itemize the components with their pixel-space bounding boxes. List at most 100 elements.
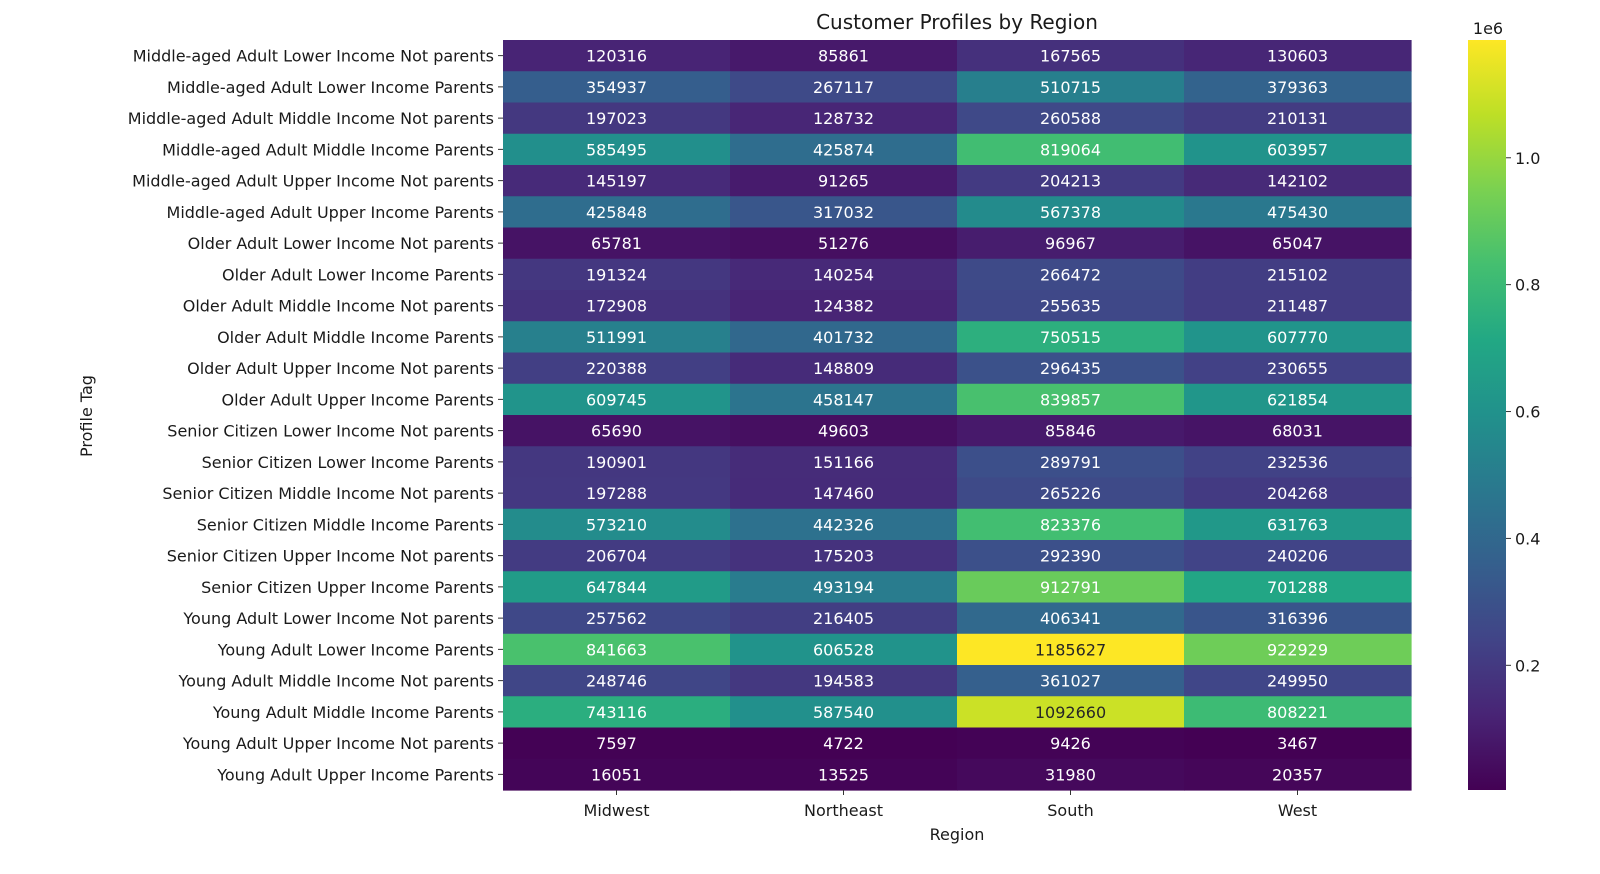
cell-value-label: 587540 bbox=[813, 703, 874, 722]
cell-value-label: 65047 bbox=[1272, 234, 1323, 253]
heatmap-cell bbox=[503, 227, 731, 260]
y-tick-label: Young Adult Middle Income Parents bbox=[212, 703, 494, 722]
heatmap-cell bbox=[957, 415, 1185, 447]
heatmap-cell bbox=[1184, 633, 1412, 666]
heatmap-cell bbox=[957, 165, 1185, 197]
heatmap-cell bbox=[1184, 102, 1412, 135]
cell-value-label: 265226 bbox=[1040, 484, 1101, 503]
heatmap-cell bbox=[1184, 540, 1412, 572]
heatmap-cell bbox=[957, 133, 1185, 166]
cell-value-label: 493194 bbox=[813, 578, 874, 597]
heatmap-cell bbox=[503, 352, 731, 385]
cell-value-label: 215102 bbox=[1267, 265, 1328, 284]
y-tick-label: Older Adult Lower Income Not parents bbox=[188, 234, 494, 253]
cell-value-label: 68031 bbox=[1272, 422, 1323, 441]
heatmap-cell bbox=[1184, 508, 1412, 541]
cell-value-label: 190901 bbox=[586, 453, 647, 472]
cell-value-label: 151166 bbox=[813, 453, 874, 472]
heatmap-cell bbox=[503, 696, 731, 729]
cell-value-label: 4722 bbox=[823, 734, 864, 753]
cell-value-label: 206704 bbox=[586, 547, 647, 566]
heatmap-cell bbox=[503, 133, 731, 166]
y-tick-label: Middle-aged Adult Upper Income Parents bbox=[167, 203, 494, 222]
cell-value-label: 210131 bbox=[1267, 109, 1328, 128]
heatmap-cell bbox=[730, 508, 958, 541]
cell-value-label: 204213 bbox=[1040, 172, 1101, 191]
cell-value-label: 120316 bbox=[586, 47, 647, 66]
heatmap-cell bbox=[1184, 602, 1412, 635]
heatmap-cell bbox=[1184, 477, 1412, 510]
cell-value-label: 912791 bbox=[1040, 578, 1101, 597]
heatmap-cell bbox=[1184, 352, 1412, 385]
heatmap-cell bbox=[730, 196, 958, 229]
heatmap-cell bbox=[957, 290, 1185, 322]
heatmap-cell bbox=[1184, 696, 1412, 729]
cell-value-label: 425848 bbox=[586, 203, 647, 222]
heatmap-cell bbox=[957, 571, 1185, 604]
heatmap-cell bbox=[503, 165, 731, 197]
heatmap-cell bbox=[730, 290, 958, 322]
heatmap-cell bbox=[957, 696, 1185, 729]
cell-value-label: 147460 bbox=[813, 484, 874, 503]
colorbar-tick-label: 1.0 bbox=[1515, 149, 1540, 168]
cell-value-label: 96967 bbox=[1045, 234, 1096, 253]
heatmap-cell bbox=[730, 602, 958, 635]
heatmap-cell bbox=[957, 102, 1185, 135]
cell-value-label: 425874 bbox=[813, 140, 874, 159]
cell-value-label: 216405 bbox=[813, 609, 874, 628]
y-axis-ticks: Middle-aged Adult Lower Income Not paren… bbox=[128, 47, 503, 784]
heatmap-cell bbox=[503, 477, 731, 510]
cell-value-label: 240206 bbox=[1267, 547, 1328, 566]
heatmap-cell bbox=[730, 415, 958, 447]
heatmap-cell bbox=[503, 665, 731, 697]
y-tick-label: Older Adult Upper Income Not parents bbox=[187, 359, 494, 378]
cell-value-label: 511991 bbox=[586, 328, 647, 347]
cell-value-label: 406341 bbox=[1040, 609, 1101, 628]
cell-value-label: 839857 bbox=[1040, 390, 1101, 409]
y-tick-label: Middle-aged Adult Lower Income Not paren… bbox=[133, 47, 494, 66]
heatmap-cell bbox=[1184, 571, 1412, 604]
cell-value-label: 257562 bbox=[586, 609, 647, 628]
cell-value-label: 621854 bbox=[1267, 390, 1328, 409]
heatmap-cell bbox=[503, 196, 731, 229]
cell-value-label: 13525 bbox=[818, 765, 869, 784]
heatmap-cell bbox=[1184, 383, 1412, 416]
cell-value-label: 922929 bbox=[1267, 640, 1328, 659]
heatmap-cell bbox=[1184, 196, 1412, 229]
cell-value-label: 823376 bbox=[1040, 515, 1101, 534]
heatmap-cell-labels: 120316 85861 167565 130603 354937 267117 51071… bbox=[586, 47, 1328, 785]
cell-value-label: 266472 bbox=[1040, 265, 1101, 284]
heatmap-cell bbox=[957, 665, 1185, 697]
colorbar-tick-label: 0.4 bbox=[1515, 529, 1540, 548]
cell-value-label: 7597 bbox=[596, 734, 637, 753]
cell-value-label: 204268 bbox=[1267, 484, 1328, 503]
heatmap-cell bbox=[957, 602, 1185, 635]
cell-value-label: 267117 bbox=[813, 78, 874, 97]
heatmap-cells bbox=[503, 40, 1412, 791]
y-tick-label: Young Adult Middle Income Not parents bbox=[177, 672, 494, 691]
cell-value-label: 191324 bbox=[586, 265, 647, 284]
colorbar-tick-label: 0.8 bbox=[1515, 276, 1540, 295]
cell-value-label: 458147 bbox=[813, 390, 874, 409]
heatmap-cell bbox=[1184, 227, 1412, 260]
cell-value-label: 819064 bbox=[1040, 140, 1101, 159]
cell-value-label: 354937 bbox=[586, 78, 647, 97]
chart-title: Customer Profiles by Region bbox=[816, 10, 1098, 34]
heatmap-cell bbox=[730, 383, 958, 416]
heatmap-cell bbox=[957, 196, 1185, 229]
cell-value-label: 230655 bbox=[1267, 359, 1328, 378]
heatmap-cell bbox=[957, 508, 1185, 541]
cell-value-label: 316396 bbox=[1267, 609, 1328, 628]
heatmap-cell bbox=[1184, 290, 1412, 322]
cell-value-label: 317032 bbox=[813, 203, 874, 222]
heatmap-cell bbox=[730, 696, 958, 729]
cell-value-label: 585495 bbox=[586, 140, 647, 159]
cell-value-label: 609745 bbox=[586, 390, 647, 409]
heatmap-cell bbox=[1184, 133, 1412, 166]
heatmap-cell bbox=[730, 571, 958, 604]
cell-value-label: 3467 bbox=[1277, 734, 1318, 753]
cell-value-label: 91265 bbox=[818, 172, 869, 191]
cell-value-label: 401732 bbox=[813, 328, 874, 347]
heatmap-cell bbox=[730, 477, 958, 510]
